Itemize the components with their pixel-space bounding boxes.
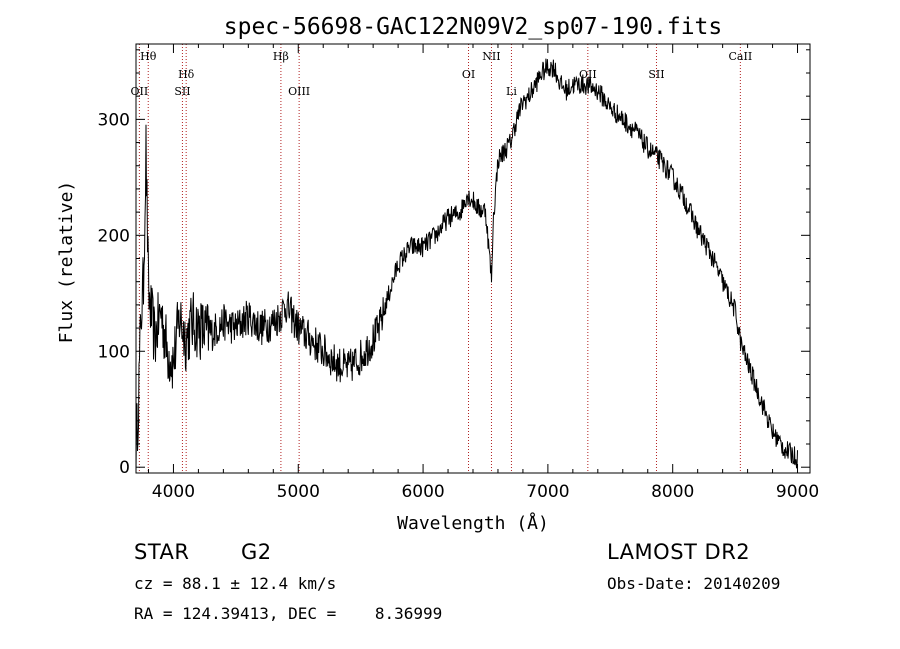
x-axis-ticks: 4000 5000 6000 7000 8000 9000 bbox=[147, 44, 819, 502]
x-tick-label-9000: 9000 bbox=[776, 482, 819, 502]
line-marker-label-5: OIII bbox=[288, 85, 310, 98]
line-marker-label-10: SII bbox=[648, 68, 664, 81]
obs-date: Obs-Date: 20140209 bbox=[607, 574, 781, 593]
line-marker-label-7: NII bbox=[482, 50, 500, 63]
line-marker-label-3: SII bbox=[174, 85, 190, 98]
survey-name: LAMOST DR2 bbox=[607, 540, 751, 564]
object-class: STAR bbox=[134, 540, 190, 564]
x-axis-label: Wavelength (Å) bbox=[397, 512, 549, 534]
line-marker-label-4: Hβ bbox=[273, 50, 289, 63]
y-tick-label-300: 300 bbox=[98, 110, 130, 130]
line-marker-label-1: OII bbox=[131, 85, 149, 98]
chart-title: spec-56698-GAC122N09V2_sp07-190.fits bbox=[224, 14, 723, 40]
x-tick-label-4000: 4000 bbox=[152, 482, 195, 502]
x-tick-label-5000: 5000 bbox=[277, 482, 320, 502]
x-tick-label-8000: 8000 bbox=[651, 482, 694, 502]
y-tick-label-100: 100 bbox=[98, 342, 130, 362]
coordinates-text: RA = 124.39413, DEC = 8.36999 bbox=[134, 604, 443, 623]
redshift-text: cz = 88.1 ± 12.4 km/s bbox=[134, 574, 337, 593]
y-tick-label-200: 200 bbox=[98, 226, 130, 246]
y-axis-ticks: 0 100 200 300 bbox=[98, 49, 810, 478]
y-axis-label: Flux (relative) bbox=[56, 181, 77, 344]
object-subclass: G2 bbox=[241, 540, 272, 564]
line-marker-label-2: Hδ bbox=[178, 68, 195, 81]
x-tick-label-7000: 7000 bbox=[526, 482, 569, 502]
y-tick-label-0: 0 bbox=[119, 458, 130, 478]
line-marker-label-11: CaII bbox=[729, 50, 753, 63]
x-tick-label-6000: 6000 bbox=[401, 482, 444, 502]
line-marker-label-8: Li bbox=[506, 85, 517, 98]
plot-frame bbox=[135, 43, 811, 474]
line-marker-label-0: Hθ bbox=[140, 50, 157, 63]
spectrum-line bbox=[135, 58, 798, 472]
line-marker-label-6: OI bbox=[462, 68, 475, 81]
